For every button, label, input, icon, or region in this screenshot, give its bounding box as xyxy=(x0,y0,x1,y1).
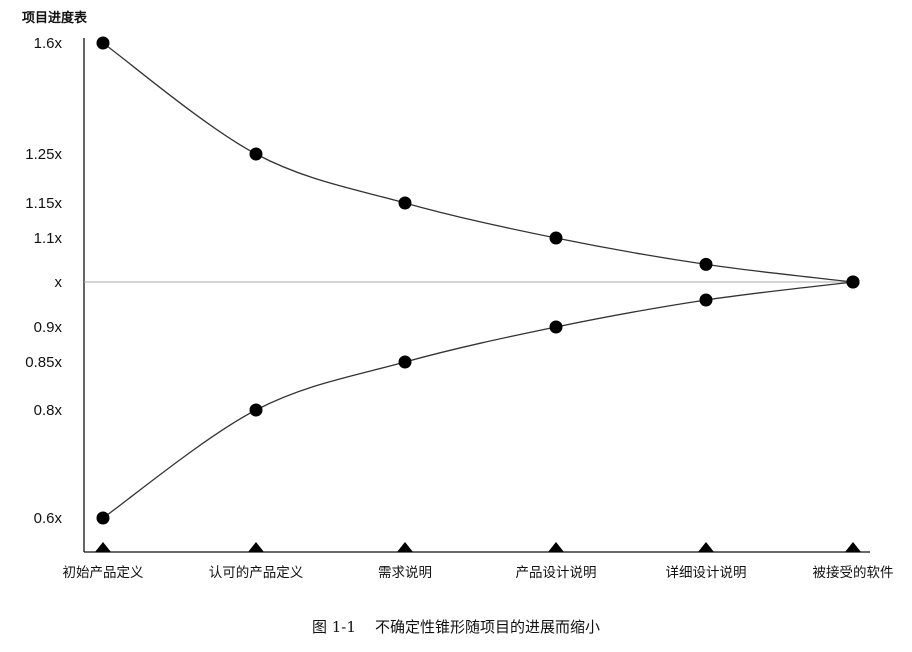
x-axis-marker xyxy=(248,542,264,552)
data-point xyxy=(549,231,563,245)
x-tick-label: 需求说明 xyxy=(378,565,432,581)
data-point xyxy=(249,147,263,161)
y-tick-label: 1.1x xyxy=(34,230,63,247)
x-tick-label: 产品设计说明 xyxy=(516,565,597,581)
x-axis-markers xyxy=(95,542,861,552)
x-axis-marker xyxy=(845,542,861,552)
x-axis-marker xyxy=(548,542,564,552)
x-tick-labels: 初始产品定义 认可的产品定义 需求说明 产品设计说明 详细设计说明 被接受的软件 xyxy=(63,564,894,581)
y-tick-label: 1.15x xyxy=(25,195,62,212)
data-point xyxy=(249,403,263,417)
x-tick-label: 认可的产品定义 xyxy=(209,565,304,581)
data-point xyxy=(398,355,412,369)
y-tick-label: 0.9x xyxy=(34,319,63,336)
y-tick-label: 1.25x xyxy=(25,146,62,163)
y-tick-labels: 1.6x 1.25x 1.15x 1.1x x 0.9x 0.85x 0.8x 0.6x xyxy=(25,35,62,527)
lower-bound-curve xyxy=(102,281,854,519)
data-point xyxy=(549,320,563,334)
data-point xyxy=(699,293,713,307)
y-axis-title: 项目进度表 xyxy=(22,10,88,26)
x-tick-label: 被接受的软件 xyxy=(813,564,894,581)
data-point xyxy=(96,511,110,525)
data-point xyxy=(846,275,860,289)
x-axis-marker xyxy=(397,542,413,552)
data-point xyxy=(699,257,713,271)
data-points xyxy=(96,36,860,525)
x-axis-marker xyxy=(698,542,714,552)
y-tick-label: 1.6x xyxy=(34,35,63,52)
x-tick-label: 详细设计说明 xyxy=(666,565,747,581)
x-tick-label: 初始产品定义 xyxy=(63,564,144,581)
data-point xyxy=(96,36,110,50)
x-axis-marker xyxy=(95,542,111,552)
series-curves xyxy=(102,42,854,519)
data-point xyxy=(398,196,412,210)
upper-bound-curve xyxy=(102,42,854,283)
y-tick-label: x xyxy=(55,274,63,291)
y-tick-label: 0.6x xyxy=(34,510,63,527)
y-tick-label: 0.85x xyxy=(25,354,62,371)
figure-caption: 图 1-1 不确定性锥形随项目的进展而缩小 xyxy=(312,618,600,636)
y-tick-label: 0.8x xyxy=(34,402,63,419)
